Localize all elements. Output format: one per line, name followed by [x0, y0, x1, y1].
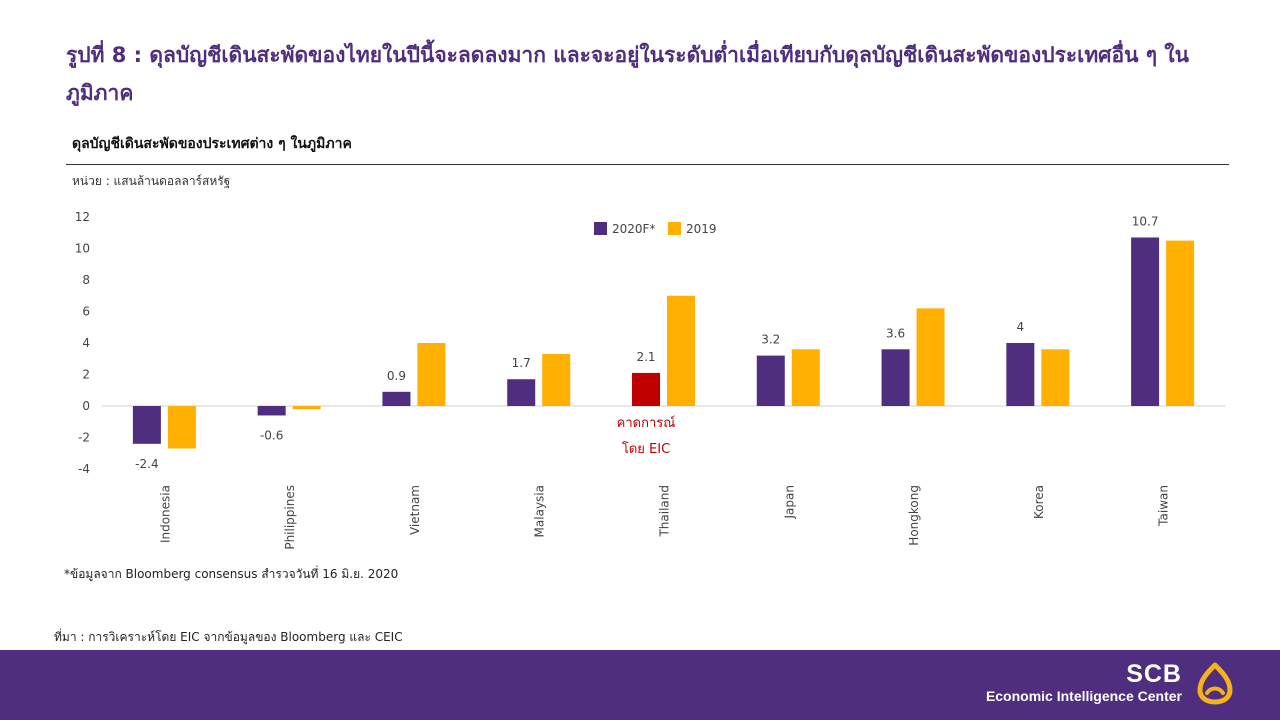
forecast-annotation: โดย EIC: [622, 441, 670, 457]
bar-korea-2019: [1041, 349, 1070, 406]
category-label: Thailand: [658, 485, 672, 538]
data-label: 3.2: [761, 333, 780, 347]
slide-title: รูปที่ 8 : ดุลบัญชีเดินสะพัดของไทยในปีนี…: [66, 43, 1189, 105]
data-label: 10.7: [1132, 214, 1159, 228]
category-label: Taiwan: [1157, 485, 1171, 527]
category-label: Malaysia: [533, 485, 547, 537]
bar-hongkong-2020f: [881, 349, 910, 406]
bar-korea-2020f: [1006, 343, 1035, 406]
bar-taiwan-2020f: [1131, 237, 1160, 406]
bar-malaysia-2019: [542, 354, 571, 406]
legend-swatch-2020f: [594, 222, 607, 235]
bar-vietnam-2020f: [382, 391, 411, 406]
y-tick-label: 4: [82, 336, 90, 350]
y-tick-label: 12: [75, 210, 90, 224]
bar-hongkong-2019: [916, 308, 945, 406]
data-label: 2.1: [636, 350, 655, 364]
y-tick-label: -2: [78, 431, 90, 445]
legend-label-2020f: 2020F*: [612, 222, 655, 236]
bar-indonesia-2019: [167, 406, 196, 449]
data-label: -0.6: [260, 428, 283, 442]
source-note: ที่มา : การวิเคราะห์โดย EIC จากข้อมูลของ…: [54, 630, 403, 644]
bar-indonesia-2020f: [132, 406, 161, 444]
bar-japan-2019: [791, 349, 820, 406]
brand-subtitle: Economic Intelligence Center: [985, 688, 1182, 704]
data-label: 0.9: [387, 369, 406, 383]
chart-title: ดุลบัญชีเดินสะพัดของประเทศต่าง ๆ ในภูมิภ…: [72, 136, 352, 152]
data-label: 4: [1017, 320, 1025, 334]
data-label: -2.4: [135, 457, 158, 471]
bar-philippines-2020f: [257, 406, 286, 416]
brand-name: SCB: [1126, 660, 1182, 688]
bar-malaysia-2020f: [507, 379, 536, 406]
forecast-annotation: คาดการณ์: [617, 415, 676, 431]
bar-thailand-2019: [667, 295, 695, 406]
y-tick-label: 8: [82, 273, 90, 287]
category-label: Vietnam: [408, 485, 422, 535]
y-tick-label: 2: [82, 368, 90, 382]
y-tick-label: 0: [82, 399, 90, 413]
bar-thailand-2020f: [632, 372, 660, 406]
category-label: Korea: [1032, 485, 1046, 519]
category-label: Hongkong: [907, 485, 921, 546]
y-tick-label: 10: [75, 242, 90, 256]
legend-label-2019: 2019: [686, 222, 717, 236]
scb-lotus-icon: [1197, 662, 1233, 705]
bar-japan-2020f: [756, 355, 785, 406]
data-label: 1.7: [512, 356, 531, 370]
legend-swatch-2019: [668, 222, 681, 235]
data-label: 3.6: [886, 326, 905, 340]
category-label: Indonesia: [158, 485, 172, 543]
bar-taiwan-2019: [1166, 240, 1195, 406]
bar-vietnam-2019: [417, 343, 446, 406]
heading-divider: [66, 164, 1229, 165]
footer-band: SCB Economic Intelligence Center: [0, 650, 1280, 720]
y-tick-label: -4: [78, 462, 90, 476]
y-tick-label: 6: [82, 305, 90, 319]
bar-philippines-2019: [292, 406, 321, 410]
category-label: Philippines: [283, 485, 297, 550]
footnote: *ข้อมูลจาก Bloomberg consensus สำรวจวันท…: [64, 567, 399, 581]
unit-label: หน่วย : แสนล้านดอลลาร์สหรัฐ: [72, 174, 231, 188]
category-label: Japan: [782, 485, 796, 519]
